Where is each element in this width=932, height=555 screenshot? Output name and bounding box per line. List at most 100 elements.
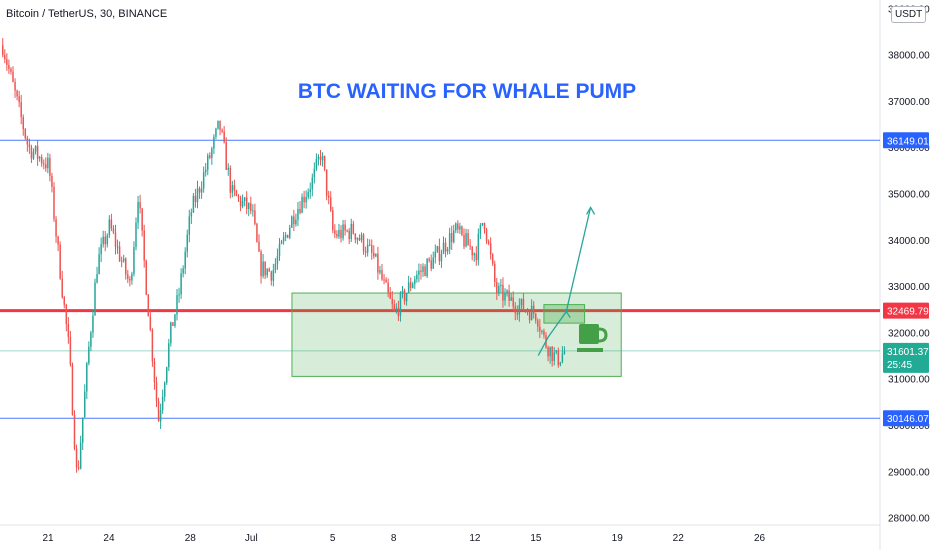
candle-body <box>196 188 199 203</box>
candle-body <box>440 253 443 262</box>
candle-body <box>403 290 406 302</box>
x-tick-label: 15 <box>530 533 542 544</box>
candle-body <box>96 274 98 283</box>
candle-body <box>422 266 424 272</box>
candle-body <box>166 367 168 383</box>
candle-body <box>381 270 383 280</box>
x-tick-label: 26 <box>754 533 766 544</box>
currency-button[interactable]: USDT <box>891 6 927 23</box>
candle-body <box>157 400 160 422</box>
candle-body <box>129 278 131 281</box>
candle-body <box>219 120 221 130</box>
candle-body <box>276 256 279 264</box>
candle-body <box>139 201 141 209</box>
candle-body <box>551 346 553 361</box>
candle-body <box>55 219 57 237</box>
candle-body <box>159 409 162 422</box>
candle-body <box>436 246 439 252</box>
candle-body <box>131 274 133 281</box>
candle-body <box>145 260 147 295</box>
candle-body <box>100 244 102 255</box>
candle-body <box>317 156 320 159</box>
candle-body <box>434 251 437 258</box>
candle-body <box>32 151 35 159</box>
x-tick-label: 5 <box>330 533 336 544</box>
candle-body <box>112 228 115 233</box>
candle-body <box>172 322 174 326</box>
candle-body <box>299 209 301 213</box>
candle-body <box>38 157 41 159</box>
candle-body <box>401 290 404 294</box>
candle-body <box>463 234 465 247</box>
candle-body <box>508 290 510 301</box>
x-tick-label: 8 <box>391 533 397 544</box>
candle-body <box>278 243 281 257</box>
candle-body <box>184 251 186 269</box>
candle-body <box>284 235 287 238</box>
y-tick-label: 29000.00 <box>888 467 930 478</box>
candle-body <box>325 169 328 196</box>
candle-body <box>342 224 344 239</box>
y-tick-label: 30000.00 <box>888 421 930 432</box>
candle-body <box>420 270 422 272</box>
candle-body <box>371 245 373 253</box>
candle-body <box>8 64 10 69</box>
projection-arrowhead <box>586 206 596 215</box>
candle-body <box>79 442 82 469</box>
candle-body <box>338 229 340 237</box>
candle-body <box>45 164 47 169</box>
candle-body <box>473 253 475 256</box>
candle-body <box>526 310 529 313</box>
candle-body <box>223 131 225 143</box>
candle-body <box>252 210 254 212</box>
candle-body <box>547 347 549 357</box>
candle-body <box>168 343 170 368</box>
candle-body <box>209 155 211 158</box>
y-tick-label: 34000.00 <box>888 236 930 247</box>
candle-body <box>106 235 109 245</box>
price-label-bg <box>883 342 929 373</box>
candle-body <box>311 177 314 190</box>
candle-body <box>368 244 371 246</box>
candle-body <box>444 242 447 252</box>
x-tick-label: 22 <box>673 533 685 544</box>
y-tick-label: 35000.00 <box>888 190 930 201</box>
candle-body <box>211 148 213 158</box>
candle-body <box>180 273 182 295</box>
candle-body <box>332 210 334 231</box>
candle-body <box>348 230 350 239</box>
y-tick-label: 37000.00 <box>888 97 930 108</box>
candle-body <box>260 251 262 277</box>
candle-body <box>500 284 502 286</box>
candle-body <box>92 315 94 333</box>
y-tick-label: 38000.00 <box>888 51 930 62</box>
candle-body <box>143 230 145 261</box>
candle-body <box>114 232 117 247</box>
candle-body <box>360 234 363 241</box>
candle-body <box>81 417 84 443</box>
candle-body <box>379 270 381 273</box>
candle-body <box>241 200 244 207</box>
candle-body <box>254 210 256 224</box>
candle-body <box>12 71 14 82</box>
x-tick-label: 24 <box>103 533 115 544</box>
candle-body <box>14 81 16 91</box>
candle-body <box>305 197 307 203</box>
candle-body <box>336 234 338 237</box>
candle-body <box>366 244 369 253</box>
candle-body <box>51 176 53 187</box>
candle-body <box>120 260 123 262</box>
candle-body <box>10 68 12 72</box>
cup-body <box>579 324 599 344</box>
candle-body <box>104 236 106 245</box>
candle-body <box>221 129 223 132</box>
candle-body <box>88 346 90 364</box>
candle-body <box>270 271 273 281</box>
candle-body <box>258 241 260 252</box>
candle-body <box>155 381 158 401</box>
candle-body <box>198 188 201 193</box>
candle-body <box>469 245 471 247</box>
candle-body <box>426 258 428 277</box>
